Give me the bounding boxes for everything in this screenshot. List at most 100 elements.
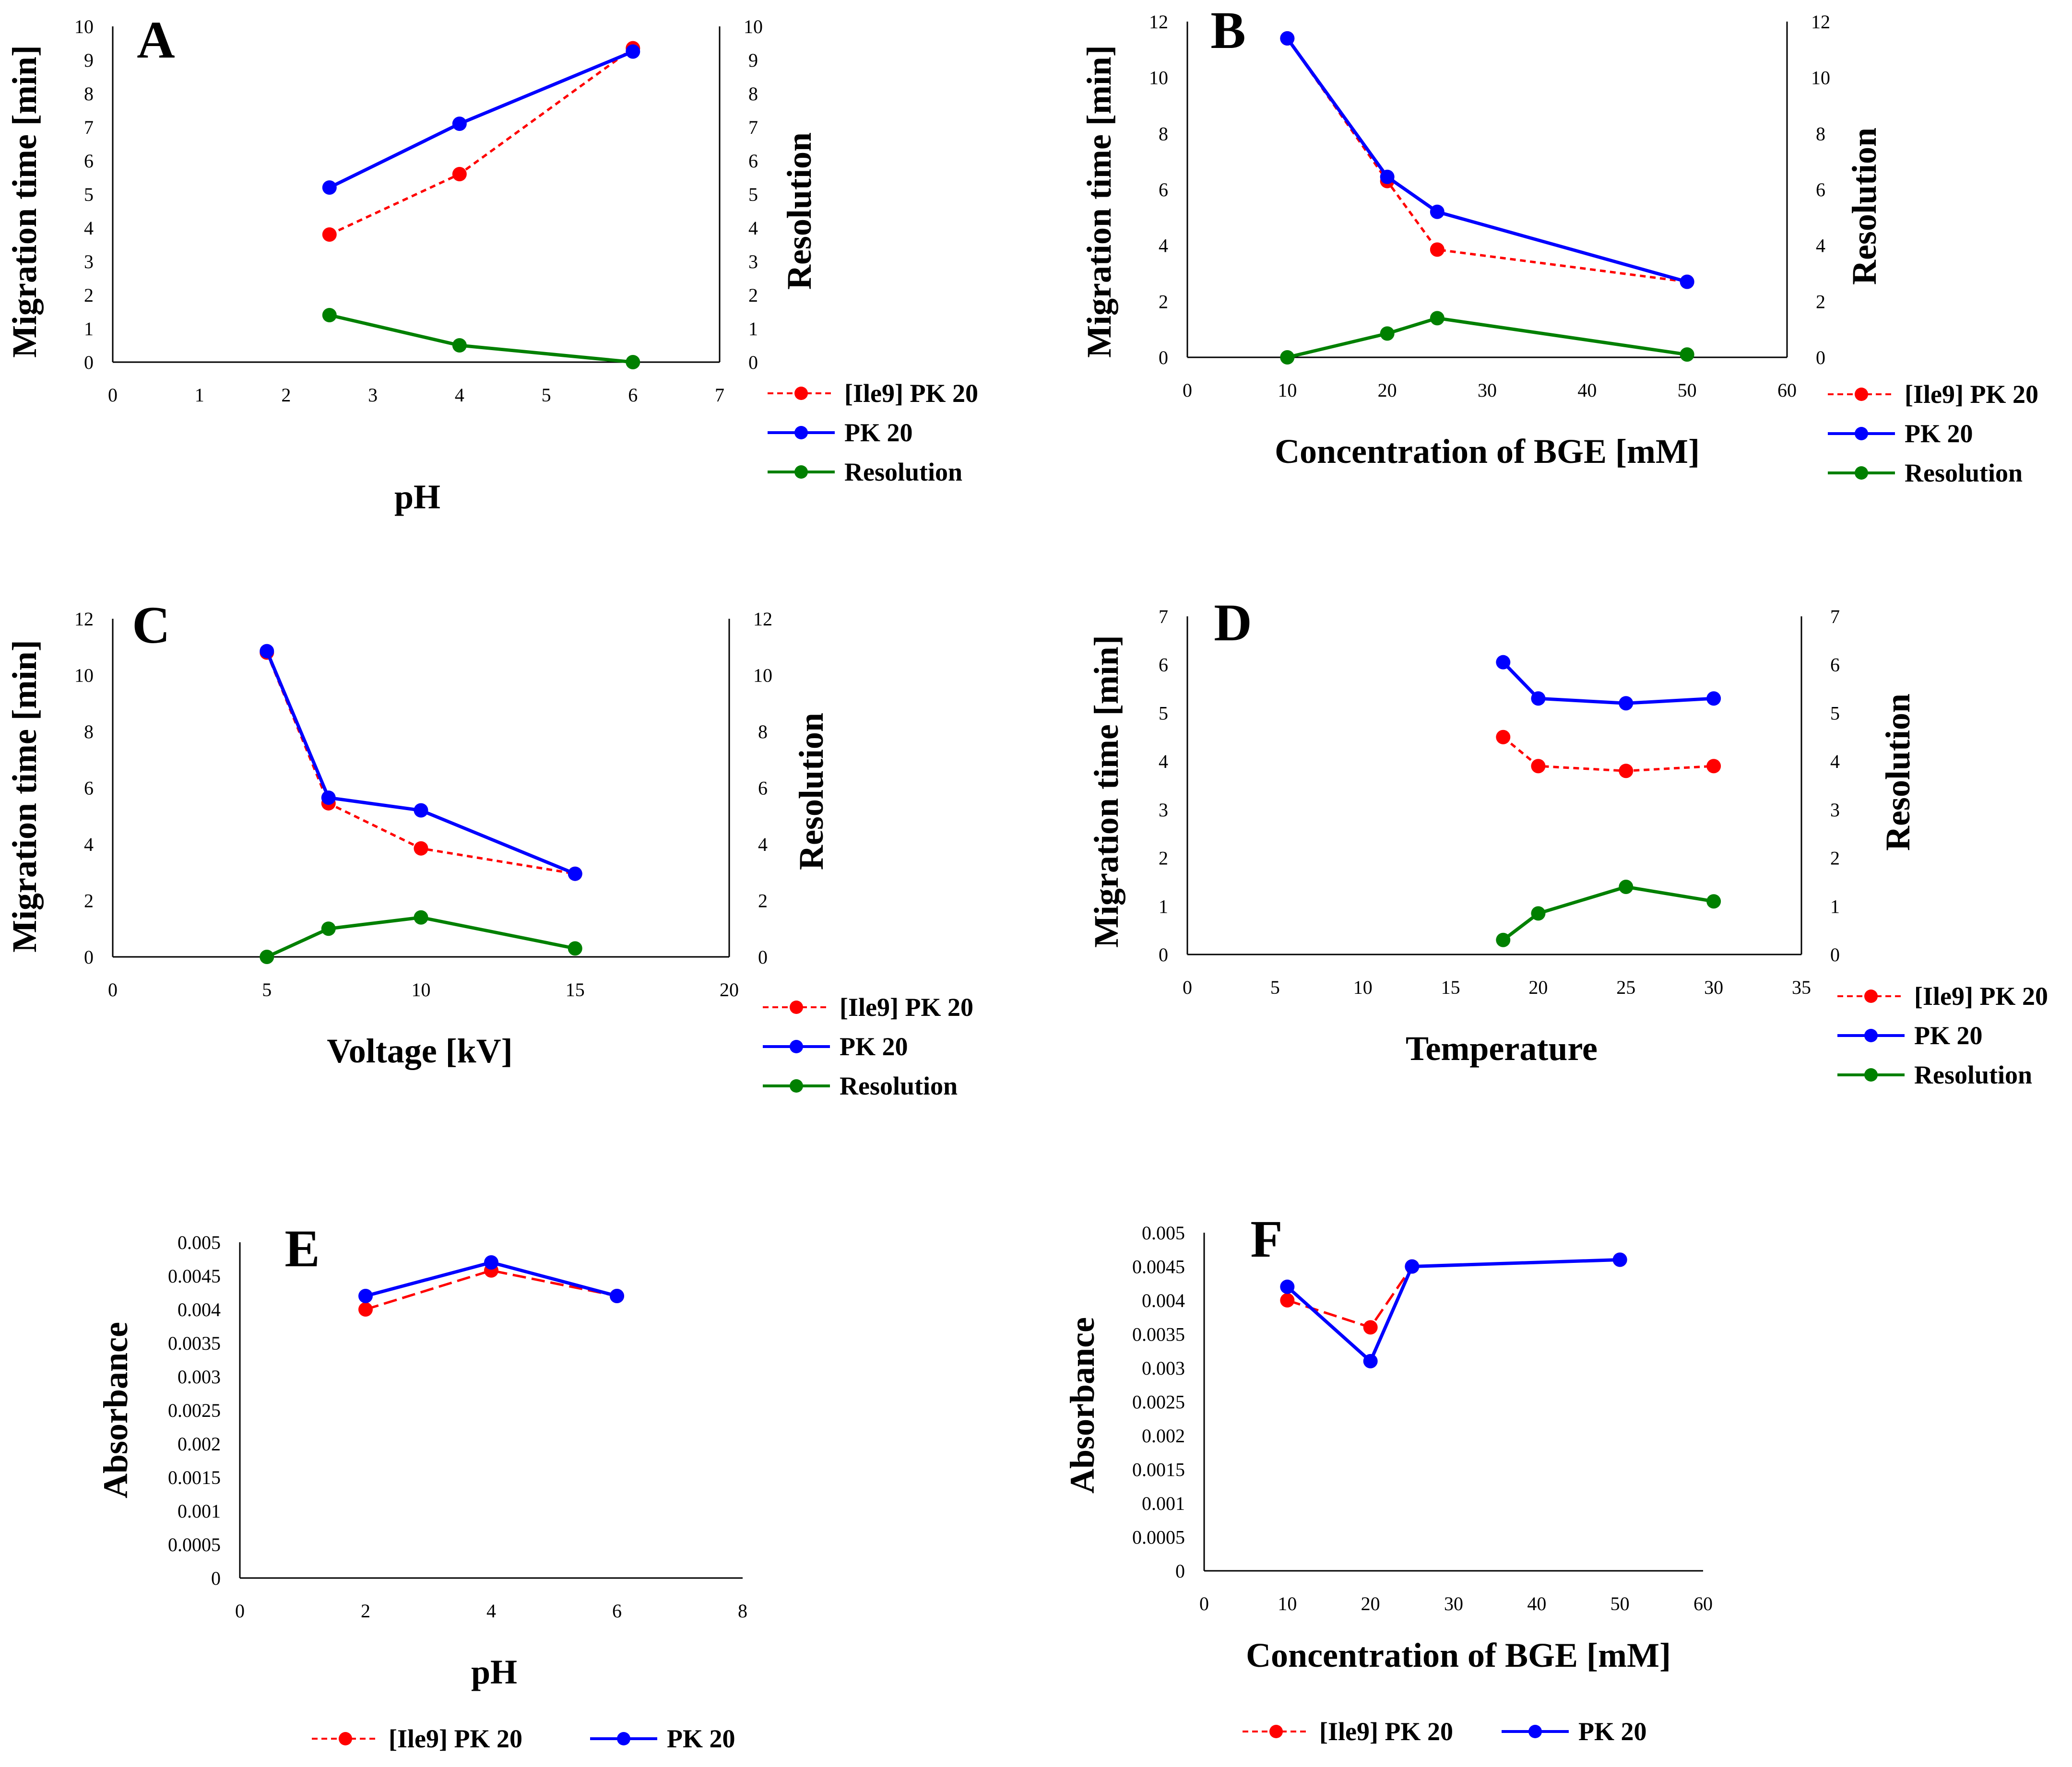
y2-tick-label: 8 — [1816, 123, 1825, 144]
x-tick-label: 5 — [262, 979, 272, 1001]
legend-label-resolution: Resolution — [844, 458, 962, 486]
y2-tick-label: 6 — [748, 150, 758, 172]
y-tick-label: 6 — [84, 150, 94, 172]
x-tick-label: 2 — [361, 1600, 370, 1622]
legend-marker-resolution — [1855, 466, 1868, 480]
x-tick-label: 0 — [1183, 977, 1192, 998]
series-line-resolution — [1287, 316, 1688, 359]
x-axis-title: pH — [471, 1653, 517, 1691]
x-tick-label: 0 — [108, 979, 118, 1001]
legend-marker-pk20 — [1528, 1725, 1542, 1738]
series-line-pk20 — [329, 50, 634, 189]
x-tick-label: 10 — [412, 979, 431, 1001]
y-tick-label: 10 — [1149, 67, 1168, 89]
panel-letter: B — [1210, 1, 1245, 59]
y2-tick-label: 0 — [748, 352, 758, 373]
data-point-pk20 — [1496, 655, 1511, 670]
y2-tick-label: 12 — [753, 608, 772, 630]
y-tick-label: 7 — [1159, 606, 1168, 627]
x-tick-label: 4 — [486, 1600, 496, 1622]
y2-tick-label: 6 — [1816, 179, 1825, 200]
x-tick-label: 2 — [281, 384, 291, 406]
y-tick-label: 0.0005 — [1132, 1527, 1185, 1548]
y-tick-label: 3 — [84, 251, 94, 272]
x-tick-label: 60 — [1777, 379, 1797, 401]
legend-label-pk20: PK 20 — [1578, 1717, 1647, 1746]
legend-marker-resolution — [794, 465, 808, 479]
data-point-pk20 — [1619, 696, 1634, 711]
data-point-pk20 — [1531, 691, 1546, 706]
y-tick-label: 8 — [84, 721, 94, 742]
y2-tick-label: 1 — [748, 318, 758, 340]
data-point-resolution — [1680, 347, 1694, 362]
series-line-resolution — [329, 313, 633, 364]
x-tick-label: 6 — [612, 1600, 622, 1622]
x-tick-label: 0 — [108, 384, 118, 406]
data-point-pk20 — [1612, 1252, 1627, 1267]
legend: [Ile9] PK 20 PK 20 Resolution — [763, 993, 973, 1100]
chart-panel-b: 0 10 20 30 40 50 60 0 2 4 6 8 10 12 0 2 4 6 8 10 12 B Concentr… — [1080, 1, 2038, 487]
x-axis-title: Concentration of BGE [mM] — [1275, 432, 1700, 471]
x-tick-label: 20 — [1361, 1593, 1380, 1614]
y-axis-title: Absorbance — [96, 1322, 135, 1498]
data-point-ile9 — [1430, 242, 1444, 257]
data-point-pk20 — [1280, 31, 1295, 46]
series-line-pk20 — [1286, 1258, 1620, 1364]
legend: [Ile9] PK 20 PK 20 Resolution — [768, 379, 978, 486]
data-point-resolution — [626, 355, 640, 369]
legend-marker-pk20 — [617, 1732, 630, 1745]
y-tick-label: 0.002 — [1142, 1425, 1185, 1447]
x-tick-label: 50 — [1678, 379, 1697, 401]
data-point-ile9 — [1280, 1293, 1295, 1308]
chart-panel-a: 0 1 2 3 4 5 6 7 0 1 2 3 4 5 6 7 8 9 10 0 1 2 3 4 5 6 7 8 9 10 ApH Migra… — [5, 11, 978, 516]
x-tick-label: 6 — [628, 384, 638, 406]
y-tick-label: 9 — [84, 49, 94, 71]
legend-marker-ile9 — [1855, 388, 1868, 401]
data-point-ile9 — [1363, 1320, 1378, 1335]
legend-marker-ile9 — [339, 1732, 352, 1745]
y-tick-label: 0.005 — [1142, 1222, 1185, 1244]
data-point-resolution — [452, 338, 467, 353]
y2-tick-label: 10 — [1811, 67, 1830, 89]
chart-panel-c: 0 5 10 15 20 0 2 4 6 8 10 12 0 2 4 6 8 10 12 C Voltage [kV] M… — [5, 596, 973, 1100]
series-line-pk20 — [265, 650, 576, 875]
series-line-resolution — [1502, 885, 1714, 942]
legend-marker-pk20 — [1864, 1029, 1878, 1042]
x-tick-label: 50 — [1610, 1593, 1630, 1614]
x-tick-label: 40 — [1577, 379, 1597, 401]
data-point-resolution — [1531, 906, 1546, 921]
y2-tick-label: 5 — [748, 184, 758, 205]
data-point-pk20 — [1280, 1279, 1295, 1294]
y-tick-label: 8 — [1159, 123, 1168, 144]
y2-axis-title: Resolution — [780, 132, 818, 290]
x-tick-label: 0 — [235, 1600, 245, 1622]
data-point-resolution — [322, 308, 337, 322]
y2-tick-label: 0 — [1830, 944, 1840, 966]
y2-tick-label: 4 — [1816, 235, 1825, 257]
data-point-ile9 — [414, 841, 428, 856]
y-tick-label: 0.001 — [178, 1500, 221, 1522]
y2-tick-label: 6 — [758, 777, 768, 799]
y-axis-title: Migration time [min] — [1080, 45, 1118, 358]
legend-label-resolution: Resolution — [840, 1072, 958, 1100]
data-point-resolution — [321, 921, 336, 936]
data-point-pk20 — [1430, 204, 1444, 219]
series-line-ile9 — [1287, 1258, 1620, 1329]
panel-letter: A — [137, 11, 175, 69]
x-tick-label: 10 — [1278, 379, 1297, 401]
y-tick-label: 0.0045 — [168, 1265, 221, 1287]
panel-letter: C — [132, 596, 170, 654]
x-tick-label: 60 — [1693, 1593, 1713, 1614]
data-point-resolution — [1706, 894, 1721, 909]
legend-label-pk20: PK 20 — [1914, 1021, 1983, 1050]
data-point-pk20 — [452, 117, 467, 131]
y-tick-label: 1 — [1159, 895, 1168, 917]
y-tick-label: 0 — [211, 1567, 221, 1589]
legend-label-resolution: Resolution — [1905, 459, 2023, 487]
y-tick-label: 0.0025 — [1132, 1391, 1185, 1413]
y-tick-label: 0.0005 — [168, 1534, 221, 1555]
y2-tick-label: 10 — [753, 665, 772, 686]
y-tick-label: 8 — [84, 83, 94, 105]
x-tick-label: 3 — [368, 384, 378, 406]
data-point-pk20 — [414, 803, 428, 818]
